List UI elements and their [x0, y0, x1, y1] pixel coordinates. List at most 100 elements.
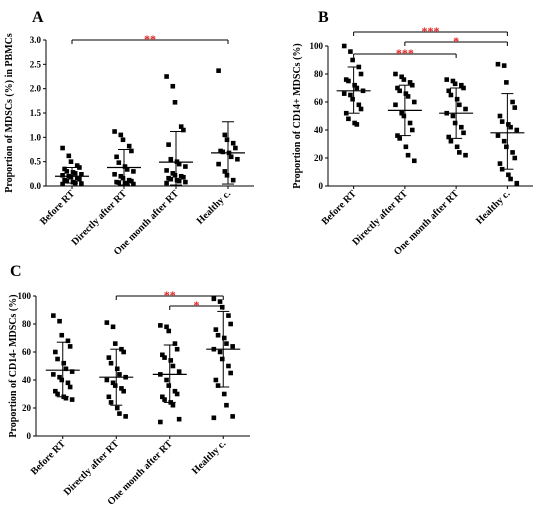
data-point — [176, 161, 182, 167]
data-point — [64, 169, 70, 174]
data-point — [131, 169, 136, 174]
data-point — [55, 356, 60, 362]
data-point — [164, 168, 169, 173]
data-point — [228, 321, 233, 327]
data-point — [395, 85, 400, 91]
data-point — [57, 318, 62, 324]
data-point — [108, 400, 114, 405]
x-tick-label: Directly after RT — [62, 438, 122, 498]
data-point — [501, 63, 507, 68]
data-point — [459, 82, 464, 88]
data-point — [226, 363, 231, 369]
data-point — [164, 377, 169, 383]
significance-label: * — [194, 298, 200, 312]
data-point — [110, 380, 116, 386]
group-2 — [107, 129, 141, 187]
data-point — [510, 150, 515, 155]
data-point — [172, 172, 178, 178]
data-point — [114, 405, 120, 411]
data-point — [495, 61, 501, 67]
data-point — [452, 120, 458, 126]
x-tick-label: Healthy c. — [190, 438, 229, 477]
data-point — [114, 154, 119, 160]
data-point — [354, 85, 360, 91]
panel-letter: A — [32, 9, 44, 26]
data-point — [118, 132, 124, 138]
data-point — [117, 411, 122, 416]
data-point — [512, 105, 518, 110]
data-point — [60, 145, 65, 151]
data-point — [181, 127, 186, 133]
data-point — [497, 113, 503, 119]
group-1 — [55, 145, 89, 187]
data-point — [60, 181, 65, 187]
data-point — [104, 377, 110, 383]
data-point — [162, 397, 167, 402]
group-4 — [490, 61, 525, 186]
data-point — [51, 313, 56, 318]
data-point — [452, 81, 458, 87]
data-point — [224, 172, 230, 178]
data-point — [121, 388, 126, 394]
data-point — [409, 127, 415, 133]
x-tick-label: Healthy c. — [195, 188, 234, 227]
data-point — [217, 299, 223, 304]
data-point — [213, 377, 219, 383]
data-point — [216, 68, 221, 73]
data-point — [346, 78, 351, 84]
data-point — [123, 414, 128, 419]
data-point — [221, 335, 227, 341]
data-point — [57, 374, 62, 380]
y-tick-label: 20 — [22, 403, 32, 413]
data-point — [106, 394, 112, 400]
data-point — [403, 91, 409, 96]
data-point — [219, 304, 225, 310]
data-point — [495, 133, 501, 138]
data-point — [405, 152, 411, 158]
y-tick-label: 60 — [22, 347, 32, 357]
data-point — [348, 92, 353, 98]
data-point — [399, 74, 404, 80]
data-point — [129, 178, 134, 184]
significance-bracket: ** — [71, 32, 229, 46]
significance-bracket: *** — [353, 24, 508, 38]
data-point — [164, 74, 169, 79]
data-point — [510, 99, 515, 105]
data-point — [68, 159, 74, 164]
data-point — [164, 324, 169, 330]
data-point — [158, 419, 163, 425]
y-tick-label: 0 — [27, 431, 32, 441]
data-point — [222, 132, 228, 138]
data-point — [60, 172, 65, 178]
data-point — [59, 377, 65, 383]
data-point — [224, 137, 230, 143]
data-point — [176, 369, 182, 374]
data-point — [122, 164, 128, 169]
data-point — [168, 156, 174, 162]
data-point — [176, 178, 182, 184]
data-point — [112, 129, 117, 134]
data-point — [69, 397, 75, 402]
data-point — [401, 77, 407, 82]
significance-label: *** — [396, 46, 414, 60]
data-point — [119, 386, 124, 391]
data-point — [450, 113, 456, 119]
data-point — [68, 174, 74, 180]
x-tick-label: Before RT — [29, 438, 68, 477]
data-point — [341, 91, 347, 96]
data-point — [463, 152, 468, 158]
significance-bracket: ** — [115, 288, 224, 302]
data-point — [348, 49, 353, 54]
data-point — [407, 120, 413, 126]
y-axis-label: Proportion of MDSCs (%) in PBMCs — [4, 33, 15, 193]
data-point — [170, 402, 176, 408]
group-2 — [99, 320, 134, 419]
y-tick-label: 0 — [319, 181, 324, 191]
data-point — [448, 138, 454, 144]
data-point — [450, 78, 456, 84]
data-point — [350, 57, 355, 63]
data-point — [409, 82, 415, 88]
data-point — [350, 96, 355, 102]
data-point — [174, 391, 180, 397]
data-point — [166, 383, 172, 388]
